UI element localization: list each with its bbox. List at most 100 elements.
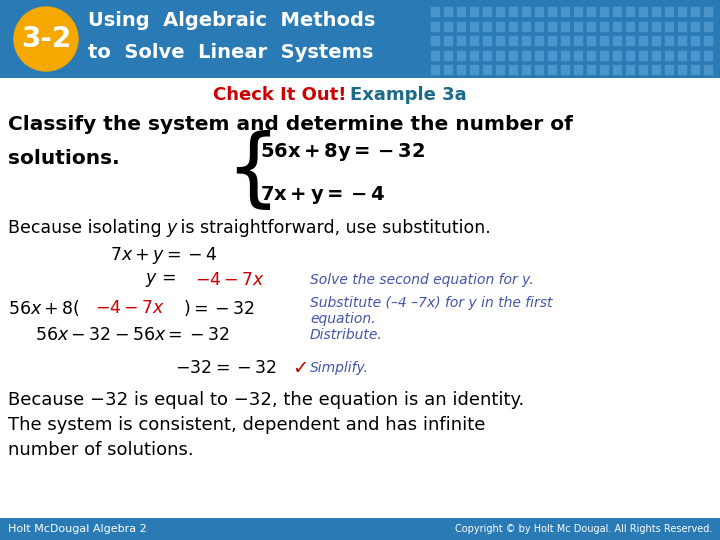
Text: Because −32 is equal to −32, the equation is an identity.: Because −32 is equal to −32, the equatio… — [8, 391, 524, 409]
FancyBboxPatch shape — [651, 6, 661, 17]
FancyBboxPatch shape — [469, 50, 479, 60]
Text: is straightforward, use substitution.: is straightforward, use substitution. — [175, 219, 491, 237]
FancyBboxPatch shape — [651, 21, 661, 31]
FancyBboxPatch shape — [482, 50, 492, 60]
FancyBboxPatch shape — [625, 50, 635, 60]
FancyBboxPatch shape — [638, 64, 648, 75]
FancyBboxPatch shape — [690, 21, 700, 31]
Text: $\mathbf{7x + y = -4}$: $\mathbf{7x + y = -4}$ — [260, 184, 385, 206]
FancyBboxPatch shape — [495, 35, 505, 46]
FancyBboxPatch shape — [430, 21, 440, 31]
FancyBboxPatch shape — [664, 50, 674, 60]
FancyBboxPatch shape — [456, 35, 466, 46]
FancyBboxPatch shape — [560, 35, 570, 46]
FancyBboxPatch shape — [430, 64, 440, 75]
FancyBboxPatch shape — [703, 21, 713, 31]
FancyBboxPatch shape — [586, 35, 596, 46]
Text: Simplify.: Simplify. — [310, 361, 369, 375]
Text: Using  Algebraic  Methods: Using Algebraic Methods — [88, 10, 375, 30]
FancyBboxPatch shape — [534, 21, 544, 31]
FancyBboxPatch shape — [547, 50, 557, 60]
Text: $56x - 32 - 56x = -32$: $56x - 32 - 56x = -32$ — [35, 326, 230, 344]
FancyBboxPatch shape — [638, 50, 648, 60]
FancyBboxPatch shape — [560, 6, 570, 17]
Text: $-4 - 7x$: $-4 - 7x$ — [195, 271, 266, 289]
FancyBboxPatch shape — [521, 35, 531, 46]
FancyBboxPatch shape — [651, 64, 661, 75]
FancyBboxPatch shape — [521, 50, 531, 60]
FancyBboxPatch shape — [690, 35, 700, 46]
Text: ✓: ✓ — [292, 359, 308, 377]
FancyBboxPatch shape — [547, 64, 557, 75]
FancyBboxPatch shape — [612, 6, 622, 17]
FancyBboxPatch shape — [456, 6, 466, 17]
FancyBboxPatch shape — [586, 64, 596, 75]
FancyBboxPatch shape — [612, 35, 622, 46]
FancyBboxPatch shape — [677, 64, 687, 75]
FancyBboxPatch shape — [677, 6, 687, 17]
FancyBboxPatch shape — [495, 50, 505, 60]
FancyBboxPatch shape — [599, 50, 609, 60]
FancyBboxPatch shape — [443, 64, 453, 75]
FancyBboxPatch shape — [573, 35, 583, 46]
Text: $) = -32$: $) = -32$ — [183, 298, 255, 318]
FancyBboxPatch shape — [547, 35, 557, 46]
FancyBboxPatch shape — [495, 21, 505, 31]
FancyBboxPatch shape — [638, 6, 648, 17]
FancyBboxPatch shape — [664, 6, 674, 17]
FancyBboxPatch shape — [430, 6, 440, 17]
Text: Distribute.: Distribute. — [310, 328, 383, 342]
FancyBboxPatch shape — [443, 35, 453, 46]
FancyBboxPatch shape — [560, 50, 570, 60]
FancyBboxPatch shape — [443, 50, 453, 60]
FancyBboxPatch shape — [482, 21, 492, 31]
Text: Because isolating: Because isolating — [8, 219, 167, 237]
FancyBboxPatch shape — [521, 21, 531, 31]
Text: 3-2: 3-2 — [21, 25, 71, 53]
Text: Solve the second equation for y.: Solve the second equation for y. — [310, 273, 534, 287]
FancyBboxPatch shape — [651, 35, 661, 46]
FancyBboxPatch shape — [469, 21, 479, 31]
FancyBboxPatch shape — [521, 64, 531, 75]
FancyBboxPatch shape — [508, 6, 518, 17]
FancyBboxPatch shape — [612, 21, 622, 31]
FancyBboxPatch shape — [0, 518, 720, 540]
FancyBboxPatch shape — [508, 64, 518, 75]
Text: Check It Out!: Check It Out! — [213, 86, 346, 104]
FancyBboxPatch shape — [456, 21, 466, 31]
FancyBboxPatch shape — [690, 6, 700, 17]
Text: $-4 - 7x$: $-4 - 7x$ — [95, 299, 166, 317]
FancyBboxPatch shape — [573, 6, 583, 17]
FancyBboxPatch shape — [443, 21, 453, 31]
FancyBboxPatch shape — [664, 64, 674, 75]
FancyBboxPatch shape — [664, 21, 674, 31]
FancyBboxPatch shape — [586, 50, 596, 60]
Text: Example 3a: Example 3a — [350, 86, 467, 104]
Text: to  Solve  Linear  Systems: to Solve Linear Systems — [88, 43, 374, 62]
FancyBboxPatch shape — [703, 6, 713, 17]
FancyBboxPatch shape — [534, 6, 544, 17]
FancyBboxPatch shape — [482, 6, 492, 17]
FancyBboxPatch shape — [0, 0, 720, 78]
FancyBboxPatch shape — [560, 64, 570, 75]
FancyBboxPatch shape — [469, 35, 479, 46]
FancyBboxPatch shape — [586, 21, 596, 31]
Text: solutions.: solutions. — [8, 148, 120, 167]
FancyBboxPatch shape — [547, 21, 557, 31]
FancyBboxPatch shape — [703, 64, 713, 75]
Text: $7x + y = -4$: $7x + y = -4$ — [110, 245, 217, 266]
FancyBboxPatch shape — [456, 50, 466, 60]
Text: {: { — [225, 131, 280, 213]
FancyBboxPatch shape — [612, 50, 622, 60]
Text: $y\/ =\/ $: $y\/ =\/ $ — [145, 271, 176, 289]
FancyBboxPatch shape — [586, 6, 596, 17]
FancyBboxPatch shape — [599, 6, 609, 17]
Text: y: y — [166, 219, 176, 237]
Text: equation.: equation. — [310, 312, 376, 326]
FancyBboxPatch shape — [690, 50, 700, 60]
Text: Classify the system and determine the number of: Classify the system and determine the nu… — [8, 116, 573, 134]
FancyBboxPatch shape — [469, 6, 479, 17]
FancyBboxPatch shape — [508, 50, 518, 60]
FancyBboxPatch shape — [547, 6, 557, 17]
Text: $56x + 8($: $56x + 8($ — [8, 298, 80, 318]
